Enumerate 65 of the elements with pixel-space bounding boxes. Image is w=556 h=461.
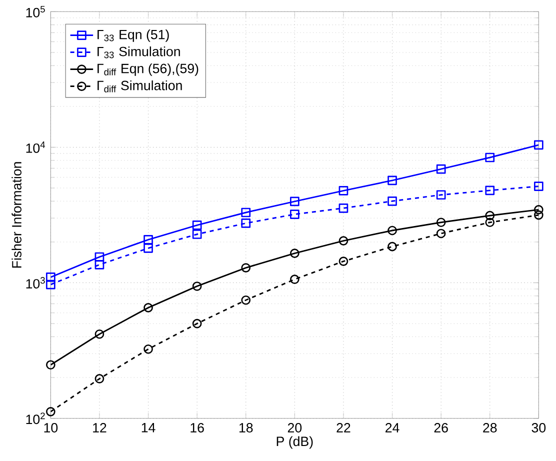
x-tick-label: 24	[386, 423, 400, 432]
point	[192, 230, 202, 239]
x-tick-label: 22	[336, 423, 350, 432]
point	[290, 274, 300, 284]
point	[485, 152, 495, 162]
point	[192, 220, 202, 230]
y-tick-label: 10$^{4}$	[26, 142, 46, 153]
y-tick-label: 10$^{5}$	[26, 6, 45, 18]
point	[485, 218, 495, 228]
point	[46, 280, 56, 290]
x-tick-label: 28	[483, 423, 497, 432]
point	[192, 318, 202, 328]
point	[241, 218, 251, 228]
point	[485, 186, 495, 196]
point	[192, 282, 202, 291]
x-tick-label: 30	[532, 423, 546, 432]
point	[290, 196, 300, 206]
point	[534, 205, 544, 214]
x-tick-label: 12	[93, 423, 106, 432]
x-axis-title: P (dB)	[276, 436, 313, 449]
point	[338, 186, 348, 196]
point	[290, 210, 300, 219]
point	[388, 242, 397, 252]
x-tick-label: 20	[288, 423, 302, 432]
x-tick-label: 10	[44, 423, 58, 432]
x-tick-label: 18	[239, 423, 253, 432]
point	[388, 196, 397, 206]
point	[388, 176, 397, 186]
point	[46, 360, 56, 370]
y-tick-label: 10$^{2}$	[26, 412, 45, 424]
point	[534, 210, 544, 220]
point	[485, 210, 495, 220]
point	[241, 295, 251, 305]
x-tick-label: 26	[434, 423, 448, 432]
x-tick-label: 14	[142, 423, 156, 432]
point	[94, 374, 104, 384]
point	[241, 263, 251, 272]
x-tick-label: 16	[190, 423, 204, 432]
point	[46, 406, 56, 416]
point	[46, 272, 56, 282]
point	[338, 204, 348, 213]
point	[144, 234, 153, 244]
point	[436, 164, 446, 174]
point	[94, 252, 104, 262]
legend-label: Γ$_{33}$ Eqn (51)	[98, 29, 169, 42]
point	[436, 190, 446, 200]
legend-label: Γ$_{diff}$ Eqn (56),(59)	[98, 63, 198, 76]
point	[241, 208, 251, 218]
point	[94, 329, 104, 339]
point	[338, 236, 348, 246]
point	[436, 218, 446, 228]
point	[534, 140, 544, 150]
point	[534, 182, 544, 191]
point	[144, 244, 153, 253]
legend-label: Γ$_{33}$ Simulation	[98, 46, 180, 58]
legend-label: Γ$_{diff}$ Simulation	[98, 80, 182, 92]
point	[388, 226, 397, 236]
point	[436, 228, 446, 238]
y-axis-title: Fisher Information	[12, 162, 22, 268]
point	[338, 256, 348, 266]
point	[94, 260, 104, 270]
point	[144, 344, 153, 354]
point	[290, 248, 300, 258]
point	[144, 303, 153, 312]
y-tick-label: 10$^{3}$	[26, 277, 45, 289]
